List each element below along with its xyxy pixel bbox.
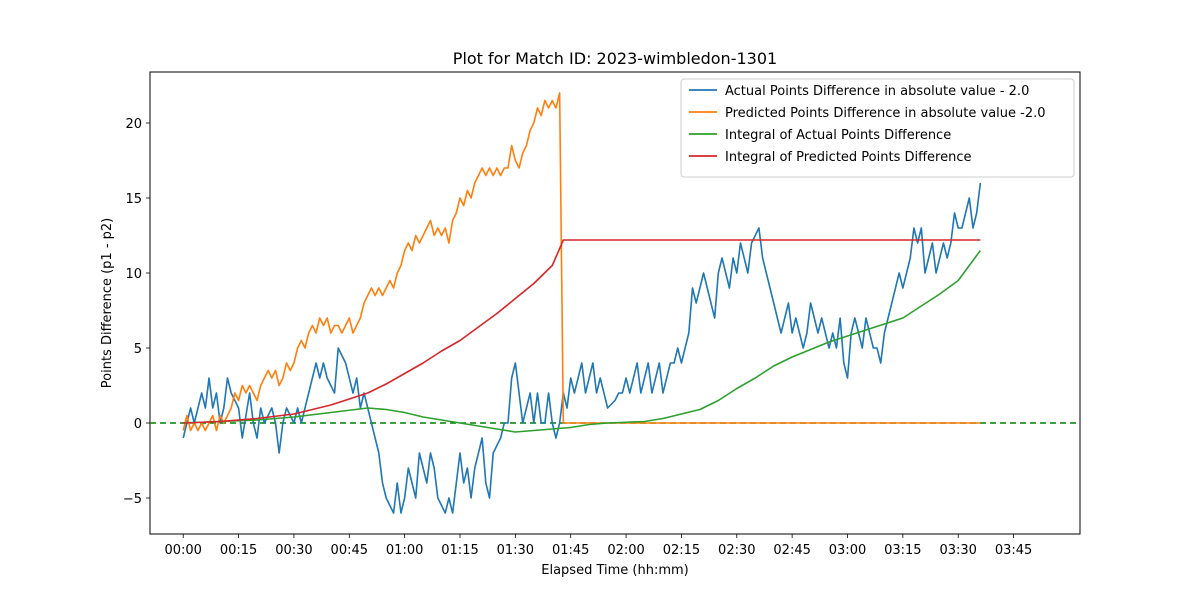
x-tick-label: 03:45 [995, 543, 1032, 558]
x-tick-label: 03:00 [829, 543, 866, 558]
y-tick-label: 15 [125, 192, 142, 207]
y-tick-label: 5 [134, 342, 142, 357]
x-tick-label: 01:15 [441, 543, 478, 558]
x-tick-label: 00:30 [275, 543, 312, 558]
x-tick-label: 02:15 [663, 543, 700, 558]
legend-label: Integral of Actual Points Difference [725, 128, 951, 143]
x-tick-label: 00:45 [331, 543, 368, 558]
series-line-2 [182, 92, 981, 432]
x-tick-label: 01:30 [497, 543, 534, 558]
plot-frame [149, 71, 1081, 535]
x-tick-label: 03:30 [939, 543, 976, 558]
x-axis-ticks: 00:00 00:15 00:30 00:45 01:00 01:15 01:30 01:45… [164, 534, 1032, 558]
series-lines [182, 92, 982, 514]
y-axis-label: Points Difference (p1 - p2) [100, 218, 115, 388]
chart-title: Plot for Match ID: 2023-wimbledon-1301 [453, 49, 777, 68]
x-tick-label: 00:00 [164, 543, 201, 558]
x-tick-label: 02:45 [773, 543, 810, 558]
y-tick-label: −5 [123, 492, 142, 507]
series-line-3 [183, 250, 982, 433]
x-axis-label: Elapsed Time (hh:mm) [541, 563, 688, 578]
legend-label: Predicted Points Difference in absolute … [725, 106, 1046, 121]
legend-box [680, 78, 1075, 178]
series-line-4 [183, 239, 981, 424]
series-line-1 [182, 182, 982, 514]
x-tick-label: 02:30 [718, 543, 755, 558]
x-tick-label: 00:15 [220, 543, 257, 558]
y-tick-label: 10 [125, 267, 142, 282]
y-tick-label: 20 [125, 117, 142, 132]
legend-label: Actual Points Difference in absolute val… [725, 84, 1029, 99]
x-tick-label: 01:00 [386, 543, 423, 558]
y-axis-ticks: −5 0 5 10 15 20 [123, 117, 150, 507]
x-tick-label: 02:00 [607, 543, 644, 558]
legend: Actual Points Difference in absolute val… [680, 78, 1075, 178]
x-tick-label: 01:45 [552, 543, 589, 558]
y-tick-label: 0 [134, 417, 142, 432]
x-tick-label: 03:15 [884, 543, 921, 558]
legend-label: Integral of Predicted Points Difference [725, 150, 972, 165]
